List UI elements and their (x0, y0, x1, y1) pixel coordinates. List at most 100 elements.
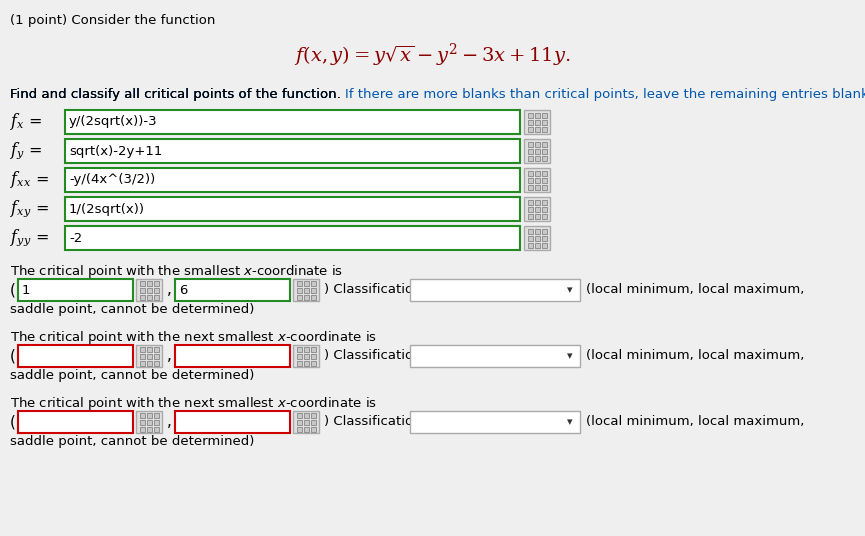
Text: (: ( (10, 414, 16, 429)
FancyBboxPatch shape (311, 280, 316, 286)
FancyBboxPatch shape (139, 287, 144, 293)
Text: ) Classification:: ) Classification: (324, 415, 426, 428)
FancyBboxPatch shape (311, 427, 316, 431)
FancyBboxPatch shape (535, 213, 540, 219)
Text: $f_y$ =: $f_y$ = (10, 140, 42, 161)
FancyBboxPatch shape (528, 148, 533, 153)
FancyBboxPatch shape (535, 142, 540, 146)
FancyBboxPatch shape (535, 184, 540, 190)
FancyBboxPatch shape (65, 110, 520, 134)
FancyBboxPatch shape (410, 279, 580, 301)
Text: The critical point with the next smallest $x$-coordinate is: The critical point with the next smalles… (10, 395, 377, 412)
FancyBboxPatch shape (541, 113, 547, 117)
FancyBboxPatch shape (18, 345, 133, 367)
FancyBboxPatch shape (146, 361, 151, 366)
FancyBboxPatch shape (528, 242, 533, 248)
FancyBboxPatch shape (293, 411, 319, 433)
FancyBboxPatch shape (304, 346, 309, 352)
Text: (: ( (10, 348, 16, 363)
FancyBboxPatch shape (153, 294, 158, 300)
FancyBboxPatch shape (297, 294, 302, 300)
FancyBboxPatch shape (528, 170, 533, 175)
Text: ,: , (167, 348, 172, 363)
Text: $f_{xx}$ =: $f_{xx}$ = (10, 169, 48, 190)
FancyBboxPatch shape (65, 197, 520, 221)
FancyBboxPatch shape (146, 420, 151, 425)
FancyBboxPatch shape (535, 177, 540, 182)
FancyBboxPatch shape (175, 279, 290, 301)
FancyBboxPatch shape (541, 155, 547, 160)
FancyBboxPatch shape (311, 420, 316, 425)
Text: (local minimum, local maximum,: (local minimum, local maximum, (586, 349, 804, 362)
FancyBboxPatch shape (136, 411, 162, 433)
Text: ▾: ▾ (567, 417, 573, 427)
FancyBboxPatch shape (535, 155, 540, 160)
FancyBboxPatch shape (153, 280, 158, 286)
FancyBboxPatch shape (146, 294, 151, 300)
FancyBboxPatch shape (535, 242, 540, 248)
FancyBboxPatch shape (153, 427, 158, 431)
Text: -y/(4x^(3/2)): -y/(4x^(3/2)) (69, 174, 155, 187)
FancyBboxPatch shape (304, 413, 309, 418)
FancyBboxPatch shape (528, 120, 533, 124)
FancyBboxPatch shape (541, 228, 547, 234)
FancyBboxPatch shape (535, 170, 540, 175)
FancyBboxPatch shape (541, 184, 547, 190)
FancyBboxPatch shape (304, 287, 309, 293)
FancyBboxPatch shape (297, 346, 302, 352)
Text: $f_x$ =: $f_x$ = (10, 111, 42, 132)
Text: $f(x, y) = y\sqrt{x} - y^2 - 3x + 11y.$: $f(x, y) = y\sqrt{x} - y^2 - 3x + 11y.$ (294, 42, 570, 69)
FancyBboxPatch shape (175, 345, 290, 367)
FancyBboxPatch shape (153, 413, 158, 418)
Text: 1: 1 (22, 284, 30, 296)
FancyBboxPatch shape (524, 139, 550, 163)
FancyBboxPatch shape (541, 206, 547, 212)
Text: (local minimum, local maximum,: (local minimum, local maximum, (586, 415, 804, 428)
Text: -2: -2 (69, 232, 82, 244)
FancyBboxPatch shape (139, 361, 144, 366)
Text: ) Classification:: ) Classification: (324, 349, 426, 362)
Text: $f_{yy}$ =: $f_{yy}$ = (10, 228, 48, 249)
FancyBboxPatch shape (146, 354, 151, 359)
FancyBboxPatch shape (139, 427, 144, 431)
FancyBboxPatch shape (311, 413, 316, 418)
FancyBboxPatch shape (524, 168, 550, 192)
FancyBboxPatch shape (311, 346, 316, 352)
FancyBboxPatch shape (541, 235, 547, 241)
FancyBboxPatch shape (528, 142, 533, 146)
FancyBboxPatch shape (541, 126, 547, 131)
FancyBboxPatch shape (65, 168, 520, 192)
FancyBboxPatch shape (535, 199, 540, 205)
FancyBboxPatch shape (410, 345, 580, 367)
FancyBboxPatch shape (146, 346, 151, 352)
FancyBboxPatch shape (297, 427, 302, 431)
FancyBboxPatch shape (297, 354, 302, 359)
FancyBboxPatch shape (528, 235, 533, 241)
FancyBboxPatch shape (528, 177, 533, 182)
FancyBboxPatch shape (153, 354, 158, 359)
FancyBboxPatch shape (146, 287, 151, 293)
FancyBboxPatch shape (139, 420, 144, 425)
FancyBboxPatch shape (311, 287, 316, 293)
FancyBboxPatch shape (311, 294, 316, 300)
FancyBboxPatch shape (535, 148, 540, 153)
FancyBboxPatch shape (297, 420, 302, 425)
FancyBboxPatch shape (297, 413, 302, 418)
FancyBboxPatch shape (293, 279, 319, 301)
FancyBboxPatch shape (304, 354, 309, 359)
FancyBboxPatch shape (139, 413, 144, 418)
Text: (: ( (10, 282, 16, 297)
FancyBboxPatch shape (304, 294, 309, 300)
Text: ) Classification:: ) Classification: (324, 284, 426, 296)
FancyBboxPatch shape (541, 170, 547, 175)
FancyBboxPatch shape (528, 199, 533, 205)
FancyBboxPatch shape (410, 411, 580, 433)
Text: 6: 6 (179, 284, 188, 296)
FancyBboxPatch shape (297, 280, 302, 286)
FancyBboxPatch shape (139, 294, 144, 300)
Text: 1/(2sqrt(x)): 1/(2sqrt(x)) (69, 203, 145, 215)
FancyBboxPatch shape (293, 345, 319, 367)
FancyBboxPatch shape (153, 361, 158, 366)
Text: (1 point) Consider the function: (1 point) Consider the function (10, 14, 215, 27)
FancyBboxPatch shape (535, 120, 540, 124)
